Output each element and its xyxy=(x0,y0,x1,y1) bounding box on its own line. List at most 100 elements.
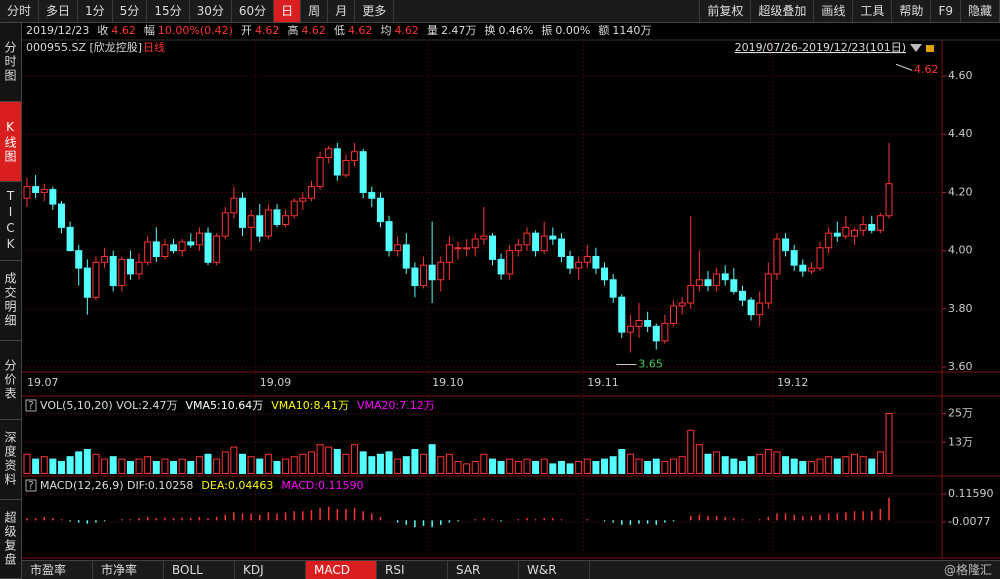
volume-bar xyxy=(239,453,246,474)
indicator-tab[interactable]: 市盈率 xyxy=(22,561,93,579)
candle-body xyxy=(463,247,471,250)
toolbar-tab[interactable]: 5分 xyxy=(113,0,148,22)
info-label: 收 xyxy=(97,23,108,37)
candle-body xyxy=(851,229,859,237)
candle-body xyxy=(480,235,488,240)
candle-body xyxy=(282,215,290,225)
indicator-tab[interactable]: W&R xyxy=(519,561,590,579)
candle-body xyxy=(670,305,677,324)
toolbar-tab[interactable]: 15分 xyxy=(147,0,190,22)
volume-bar xyxy=(549,463,557,474)
help-icon[interactable]: ? xyxy=(28,479,34,492)
toolbar-tab[interactable]: 30分 xyxy=(190,0,232,22)
toolbar-button[interactable]: 超级叠加 xyxy=(751,0,815,22)
volume-bar xyxy=(359,451,367,474)
sidebar-tab[interactable]: 成交明细 xyxy=(0,261,21,341)
help-icon[interactable]: ? xyxy=(28,399,34,412)
indicator-tab[interactable]: BOLL xyxy=(164,561,235,579)
toolbar-button[interactable]: 帮助 xyxy=(892,0,932,22)
sidebar-tab[interactable]: K线图 xyxy=(0,102,21,182)
candle-body xyxy=(32,186,40,193)
candle-body xyxy=(704,279,712,287)
indicator-tab[interactable]: 市净率 xyxy=(93,561,164,579)
toolbar-tab[interactable]: 60分 xyxy=(232,0,275,22)
candle-body xyxy=(635,319,643,327)
candle-body xyxy=(799,264,807,272)
volume-bar xyxy=(523,458,531,475)
candle-body xyxy=(118,258,126,287)
toolbar-tab[interactable]: 月 xyxy=(328,0,356,22)
toolbar-tab[interactable]: 更多 xyxy=(355,0,395,22)
info-label: 量 xyxy=(427,24,438,37)
legend-entry: MACD:0.11590 xyxy=(281,479,363,492)
indicator-tab[interactable]: KDJ xyxy=(235,561,306,579)
candle-body xyxy=(445,244,453,263)
indicator-tab[interactable]: RSI xyxy=(377,561,448,579)
indicator-tab[interactable]: SAR xyxy=(448,561,519,579)
lock-icon[interactable] xyxy=(926,45,934,52)
sidebar-tab[interactable]: 分时图 xyxy=(0,23,21,103)
candle-body xyxy=(523,232,531,246)
volume-bar xyxy=(23,453,31,474)
candle-body xyxy=(644,319,652,327)
y-tick-label: 3.60 xyxy=(948,360,973,373)
candle-body xyxy=(790,250,798,266)
volume-bar xyxy=(618,448,626,475)
info-value: 2.47万 xyxy=(441,24,477,37)
candle-body xyxy=(859,223,867,231)
help-box[interactable] xyxy=(25,479,37,492)
toolbar-button[interactable]: 画线 xyxy=(814,0,854,22)
candle-body xyxy=(626,325,634,333)
candle-body xyxy=(109,255,117,287)
volume-bar xyxy=(514,460,522,475)
candle-body xyxy=(368,191,376,199)
indicator-tab[interactable]: MACD xyxy=(306,561,377,579)
toolbar-tab[interactable]: 多日 xyxy=(39,0,79,22)
volume-bar xyxy=(575,460,583,475)
candle-body xyxy=(506,250,514,275)
candle-body xyxy=(221,212,229,237)
dropdown-icon[interactable] xyxy=(910,44,922,52)
volume-bar xyxy=(118,458,126,475)
candle-body xyxy=(566,255,574,269)
candle-body xyxy=(782,238,790,252)
volume-bar xyxy=(394,458,402,475)
toolbar-tab[interactable]: 日 xyxy=(274,0,302,22)
toolbar-button[interactable]: F9 xyxy=(931,0,961,22)
sidebar-tab[interactable]: 深度资料 xyxy=(0,420,21,500)
candle-body xyxy=(23,186,31,199)
toolbar-tab[interactable]: 分时 xyxy=(0,0,40,22)
volume-bar xyxy=(833,458,841,475)
candle-body xyxy=(195,232,203,246)
toolbar-button[interactable]: 前复权 xyxy=(699,0,752,22)
volume-bar xyxy=(609,456,617,475)
sidebar-tab[interactable]: 超级复盘 xyxy=(0,500,21,579)
toolbar-button[interactable]: 工具 xyxy=(853,0,893,22)
candle-body xyxy=(83,267,91,298)
volume-bar xyxy=(670,458,677,475)
volume-bar xyxy=(221,451,229,474)
candle-body xyxy=(385,221,393,252)
volume-bar xyxy=(885,412,893,475)
sidebar-tab[interactable]: TICK xyxy=(0,182,21,262)
volume-bar xyxy=(135,458,143,475)
toolbar-tab[interactable]: 1分 xyxy=(78,0,113,22)
volume-bar xyxy=(678,456,686,475)
candle-body xyxy=(876,215,884,231)
volume-bar xyxy=(747,456,755,475)
help-box[interactable] xyxy=(25,399,37,412)
volume-bar xyxy=(325,446,333,475)
candle-body xyxy=(57,203,65,228)
candle-body xyxy=(773,238,781,275)
sidebar-tab[interactable]: 分价表 xyxy=(0,341,21,421)
y-tick-label: -0.0077 xyxy=(948,515,990,528)
candle-body xyxy=(437,261,445,281)
volume-bar xyxy=(721,456,729,475)
toolbar-button[interactable]: 隐藏 xyxy=(961,0,1000,22)
volume-bar xyxy=(66,456,74,475)
toolbar-tab[interactable]: 周 xyxy=(301,0,329,22)
y-tick-label: 25万 xyxy=(948,406,973,419)
x-tick-label: 19.09 xyxy=(260,376,292,389)
candle-body xyxy=(256,215,264,237)
volume-bar xyxy=(773,451,781,474)
